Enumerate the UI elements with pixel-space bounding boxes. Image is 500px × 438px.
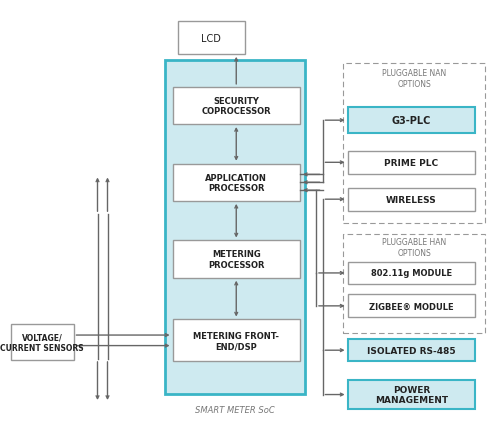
- Text: POWER
MANAGEMENT: POWER MANAGEMENT: [374, 385, 448, 404]
- Text: SECURITY
COPROCESSOR: SECURITY COPROCESSOR: [202, 96, 271, 116]
- Bar: [348, 188, 475, 211]
- Bar: [342, 64, 485, 223]
- Text: WIRELESS: WIRELESS: [386, 195, 436, 204]
- Text: 802.11g MODULE: 802.11g MODULE: [370, 269, 452, 278]
- Bar: [342, 234, 485, 333]
- Text: ZIGBEE® MODULE: ZIGBEE® MODULE: [369, 302, 454, 311]
- Text: PRIME PLC: PRIME PLC: [384, 159, 438, 167]
- Bar: [348, 262, 475, 285]
- Bar: [165, 61, 305, 394]
- Text: SMART METER SoC: SMART METER SoC: [195, 405, 275, 414]
- Bar: [348, 380, 475, 410]
- Bar: [348, 339, 475, 361]
- Text: PLUGGABLE NAN
OPTIONS: PLUGGABLE NAN OPTIONS: [382, 69, 446, 88]
- Bar: [172, 88, 300, 125]
- Bar: [348, 152, 475, 174]
- Bar: [178, 22, 245, 55]
- Bar: [172, 241, 300, 278]
- Text: METERING
PROCESSOR: METERING PROCESSOR: [208, 250, 264, 269]
- Text: VOLTAGE/
CURRENT SENSORS: VOLTAGE/ CURRENT SENSORS: [0, 332, 84, 352]
- Bar: [172, 320, 300, 361]
- Bar: [348, 108, 475, 134]
- Text: PLUGGABLE HAN
OPTIONS: PLUGGABLE HAN OPTIONS: [382, 238, 446, 257]
- Text: ISOLATED RS-485: ISOLATED RS-485: [367, 346, 456, 355]
- Text: LCD: LCD: [202, 34, 221, 43]
- Bar: [11, 324, 74, 360]
- Text: METERING FRONT-
END/DSP: METERING FRONT- END/DSP: [193, 331, 279, 350]
- Text: G3-PLC: G3-PLC: [392, 116, 431, 126]
- Text: APPLICATION
PROCESSOR: APPLICATION PROCESSOR: [206, 173, 267, 193]
- Bar: [172, 164, 300, 201]
- Bar: [348, 295, 475, 318]
